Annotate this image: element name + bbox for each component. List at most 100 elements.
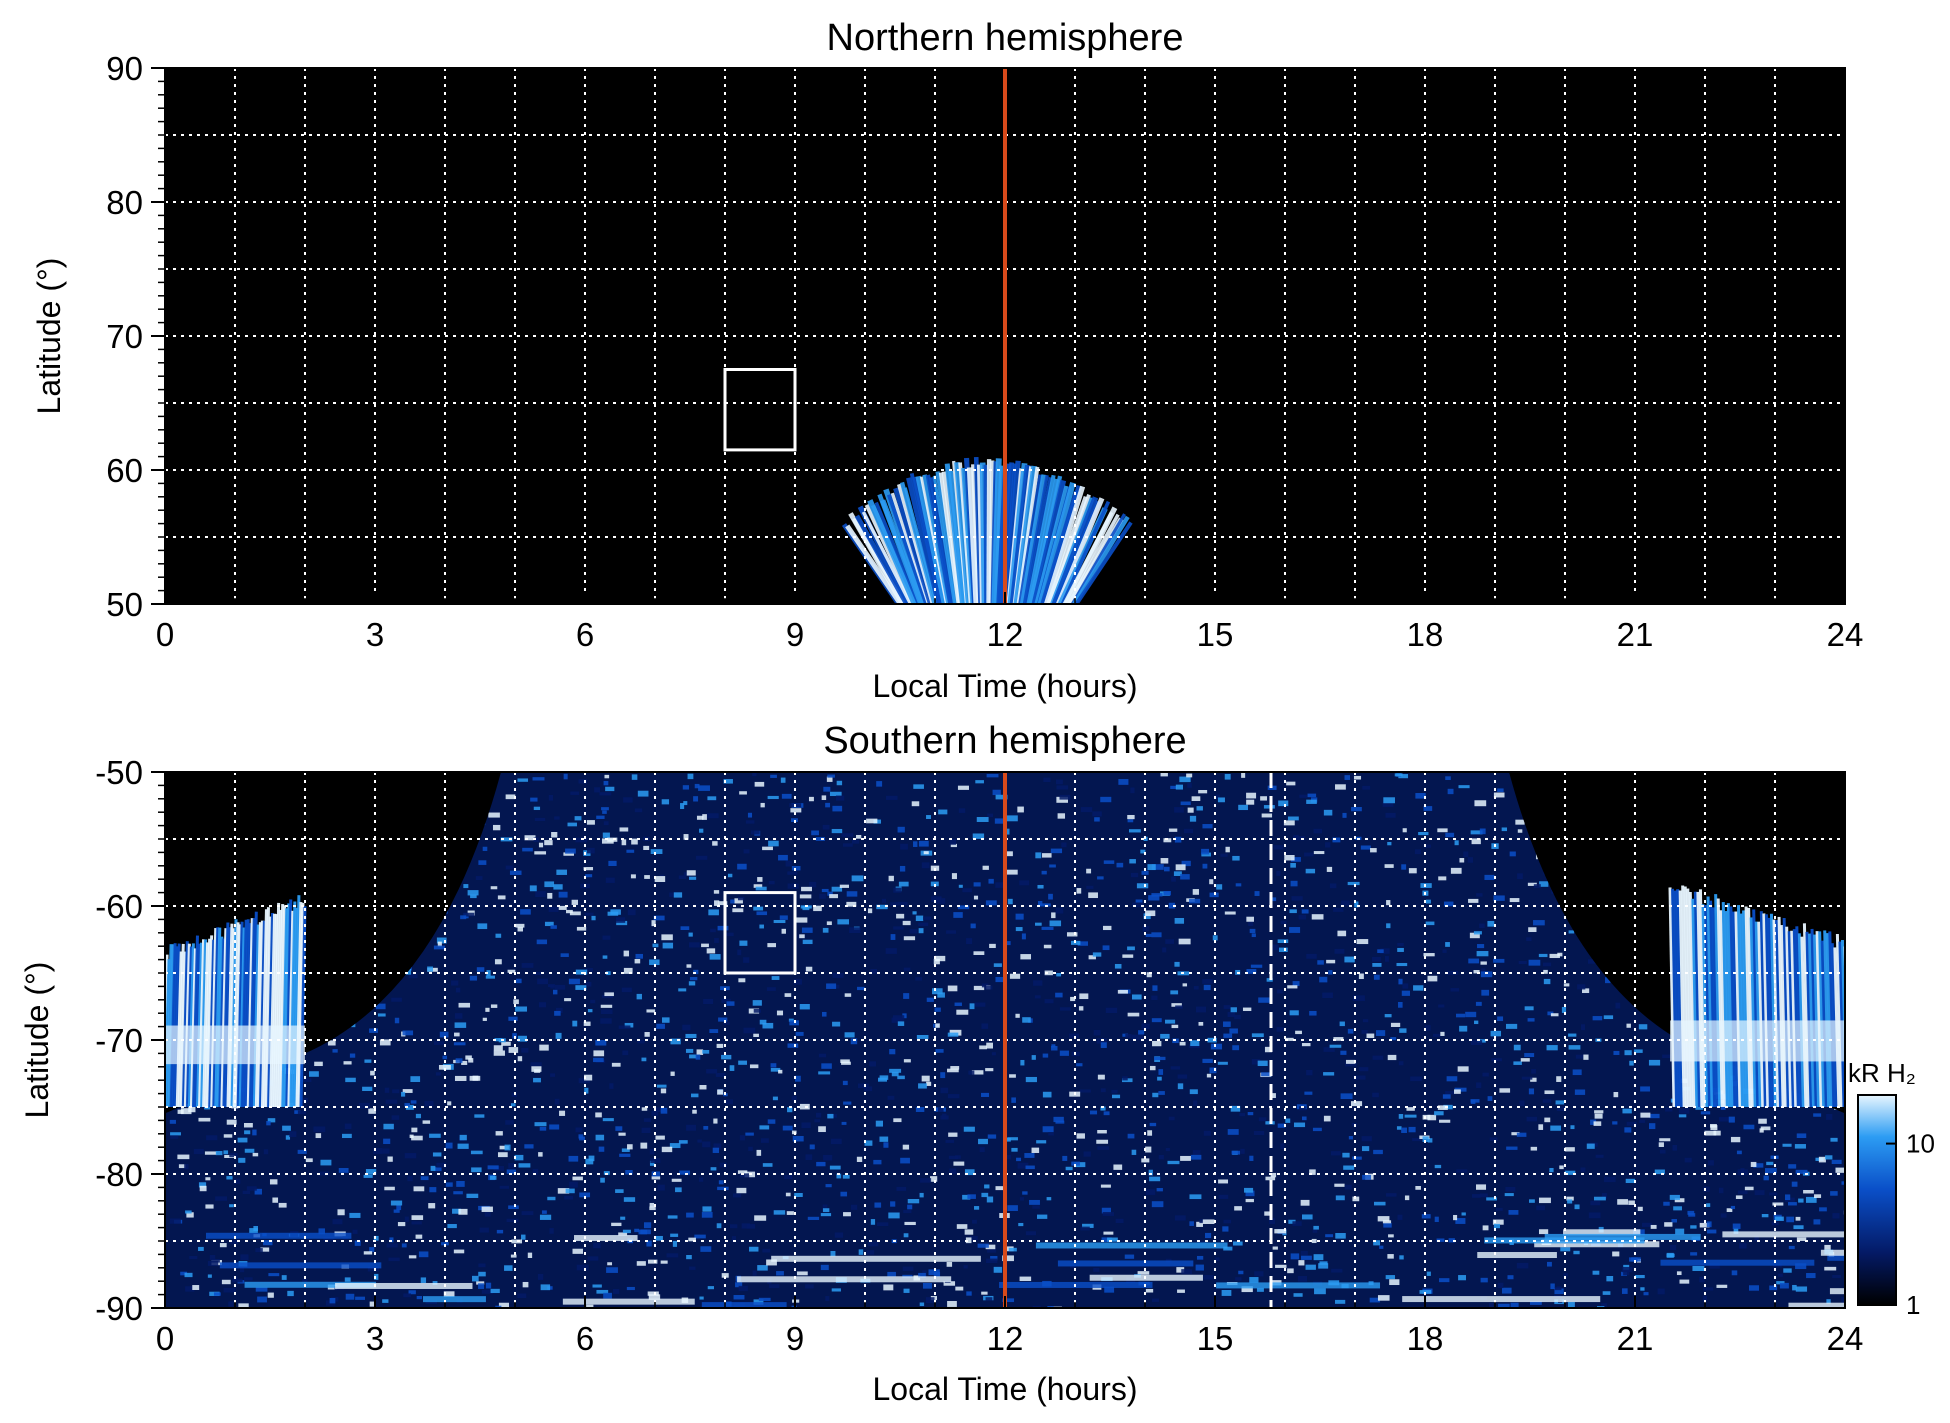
south-emission-pixel <box>981 1092 990 1097</box>
south-auroral-streak <box>246 918 254 1108</box>
south-emission-pixel <box>825 1296 830 1301</box>
north-emission-streak <box>983 464 989 604</box>
south-emission-pixel <box>640 1142 648 1149</box>
south-auroral-streak <box>273 902 281 1108</box>
south-emission-pixel <box>753 906 764 911</box>
south-emission-pixel <box>619 827 629 832</box>
south-emission-pixel <box>515 923 525 928</box>
south-emission-pixel <box>1666 1252 1674 1258</box>
south-emission-pixel <box>637 1039 645 1044</box>
south-emission-pixel <box>1130 872 1139 878</box>
south-emission-pixel <box>650 1158 661 1164</box>
south-emission-pixel <box>1322 992 1333 999</box>
south-emission-pixel <box>1511 1132 1520 1136</box>
south-emission-pixel <box>384 1087 390 1093</box>
south-auroral-streak <box>1782 917 1790 1108</box>
south-emission-pixel <box>1043 777 1051 783</box>
south-emission-pixel <box>1076 1063 1083 1067</box>
south-emission-pixel <box>826 776 833 782</box>
south-emission-pixel <box>1360 845 1371 850</box>
south-emission-pixel <box>603 821 609 826</box>
south-auroral-streak <box>1744 906 1752 1108</box>
south-emission-pixel <box>979 1045 987 1050</box>
south-emission-pixel <box>547 1196 556 1201</box>
south-emission-pixel <box>601 807 609 811</box>
south-emission-pixel <box>1326 959 1336 964</box>
south-emission-pixel <box>926 1081 932 1086</box>
south-emission-pixel <box>1637 1206 1643 1212</box>
south-emission-pixel <box>585 1158 594 1165</box>
south-emission-pixel <box>787 1107 793 1113</box>
south-emission-pixel <box>1633 1049 1643 1053</box>
south-emission-pixel <box>554 1098 560 1105</box>
south-emission-pixel <box>1600 1303 1607 1308</box>
south-emission-pixel <box>1018 1222 1024 1227</box>
south-emission-pixel <box>1245 1198 1254 1203</box>
south-emission-pixel <box>246 1186 257 1191</box>
south-emission-pixel <box>736 1187 747 1194</box>
south-emission-pixel <box>554 984 566 990</box>
south-emission-pixel <box>1235 883 1242 887</box>
south-emission-pixel <box>911 801 920 807</box>
south-emission-pixel <box>876 904 888 910</box>
south-emission-pixel <box>801 927 813 933</box>
south-emission-pixel <box>649 1206 656 1211</box>
south-emission-pixel <box>620 1216 626 1220</box>
south-emission-pixel <box>1189 1221 1194 1226</box>
south-emission-pixel <box>1388 1234 1394 1238</box>
south-emission-pixel <box>689 1054 697 1059</box>
south-auroral-streak <box>1805 931 1813 1108</box>
south-emission-pixel <box>1763 1175 1769 1181</box>
south-emission-pixel <box>551 831 558 838</box>
south-emission-pixel <box>1339 1021 1345 1027</box>
south-emission-pixel <box>1580 1024 1586 1031</box>
south-emission-pixel <box>1270 1172 1277 1178</box>
south-emission-pixel <box>957 785 969 790</box>
south-emission-pixel <box>1193 1100 1198 1106</box>
south-emission-pixel <box>1744 1186 1754 1191</box>
south-emission-pixel <box>1059 1007 1071 1011</box>
south-auroral-streak <box>1709 900 1717 1108</box>
south-emission-pixel <box>1353 1075 1366 1080</box>
south-emission-band <box>1477 1252 1557 1259</box>
south-emission-pixel <box>1293 834 1299 839</box>
south-emission-pixel <box>707 813 719 819</box>
south-emission-pixel <box>1650 1224 1657 1229</box>
south-auroral-streak <box>1759 911 1767 1108</box>
south-emission-pixel <box>623 1197 636 1202</box>
south-emission-pixel <box>1524 1053 1535 1058</box>
south-emission-pixel <box>1216 884 1223 890</box>
south-emission-pixel <box>967 1194 976 1199</box>
south-emission-pixel <box>538 1152 543 1157</box>
south-auroral-streak <box>1716 898 1724 1108</box>
south-emission-pixel <box>879 1075 889 1080</box>
south-emission-pixel <box>1247 1112 1254 1116</box>
south-region-box <box>723 891 797 975</box>
south-emission-pixel <box>943 1281 956 1286</box>
south-emission-pixel <box>1151 932 1162 938</box>
south-emission-pixel <box>802 939 813 945</box>
south-emission-pixel <box>611 1222 622 1227</box>
south-emission-pixel <box>585 874 593 878</box>
south-emission-pixel <box>682 785 690 790</box>
south-emission-pixel <box>626 849 635 853</box>
south-emission-pixel <box>1112 1094 1121 1099</box>
south-emission-pixel <box>1486 1197 1497 1201</box>
south-auroral-streak <box>1795 926 1803 1108</box>
south-emission-pixel <box>1595 1154 1604 1158</box>
south-emission-pixel <box>1634 1274 1645 1279</box>
south-emission-pixel <box>544 881 555 888</box>
south-emission-pixel <box>1101 1207 1111 1214</box>
south-emission-pixel <box>563 773 568 780</box>
south-emission-pixel <box>1373 1149 1383 1155</box>
south-emission-pixel <box>772 1096 778 1101</box>
south-emission-pixel <box>1209 1067 1217 1074</box>
south-auroral-streak <box>226 923 234 1108</box>
south-emission-pixel <box>1306 799 1317 804</box>
south-emission-band <box>205 1232 352 1239</box>
south-emission-pixel <box>493 1050 505 1056</box>
south-emission-pixel <box>1479 828 1486 835</box>
south-emission-pixel <box>401 1091 406 1097</box>
south-auroral-streak <box>187 943 195 1108</box>
south-emission-pixel <box>1372 963 1382 967</box>
